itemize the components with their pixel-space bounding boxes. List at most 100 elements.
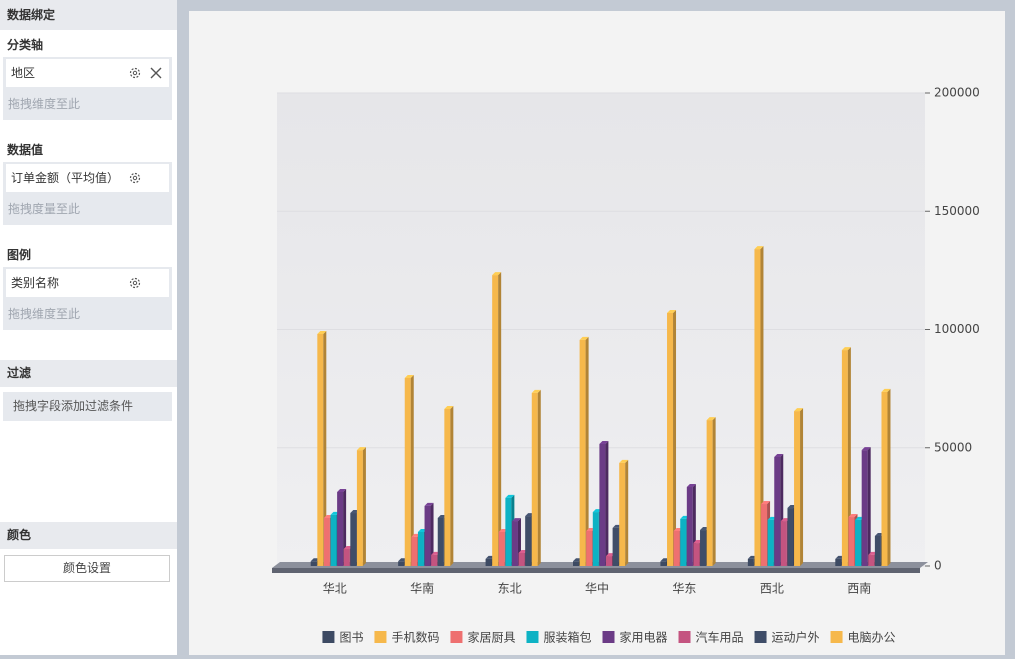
legend-label: 家用电器 xyxy=(620,630,668,645)
y-tick-label: 150000 xyxy=(934,204,980,218)
chart: 0 50000 100000 150000 200000 华北 华南 东北 华中 华东 西北 西南图书… xyxy=(272,86,980,645)
bar-top xyxy=(317,330,327,334)
bar-top xyxy=(492,272,502,276)
bar xyxy=(317,330,327,566)
bar-top xyxy=(531,389,541,393)
bar-front xyxy=(667,312,674,566)
bar-top xyxy=(861,447,871,451)
section-label: 图例 xyxy=(7,248,32,262)
bar-top xyxy=(667,309,677,313)
field-pill[interactable]: 地区 xyxy=(6,59,169,87)
bar-side xyxy=(410,374,414,566)
field-pill[interactable]: 类别名称 xyxy=(6,269,169,297)
bar-top xyxy=(794,408,804,412)
bar-top xyxy=(774,453,784,457)
x-tick-label: 华中 xyxy=(585,581,609,596)
x-tick-label: 华东 xyxy=(672,582,696,596)
bar-front xyxy=(417,531,424,566)
bar-front xyxy=(573,561,579,566)
drop-zone[interactable]: 订单金额（平均值） 拖拽度量至此 xyxy=(3,162,172,225)
bar xyxy=(599,440,609,566)
legend-label: 电脑办公 xyxy=(848,630,896,645)
bar-front xyxy=(579,339,586,566)
legend-swatch xyxy=(830,631,843,643)
bar-front xyxy=(619,462,626,566)
bar-front xyxy=(787,508,794,566)
bar-top xyxy=(881,388,891,392)
bar-front xyxy=(660,561,667,566)
legend-label: 运动户外 xyxy=(772,630,820,645)
bar-front xyxy=(323,517,330,566)
bar-top xyxy=(356,447,366,451)
drop-zone[interactable]: 地区 拖拽维度至此 xyxy=(3,57,172,120)
bar-top xyxy=(841,347,851,351)
bar-top xyxy=(444,405,454,409)
legend-swatch xyxy=(678,631,691,643)
bar-front xyxy=(706,420,713,566)
gear-icon[interactable] xyxy=(128,171,142,185)
bar-top xyxy=(511,518,521,522)
bar-front xyxy=(868,554,875,566)
bar-top xyxy=(848,514,858,518)
bar-side xyxy=(537,389,541,566)
filter-header: 过滤 xyxy=(0,360,177,387)
bar xyxy=(337,488,347,566)
bar-side xyxy=(605,440,609,566)
floor-front xyxy=(272,568,920,573)
bar-top xyxy=(579,336,589,340)
bar-front xyxy=(498,531,505,566)
placeholder: 拖拽度量至此 xyxy=(8,202,81,216)
bar-front xyxy=(599,443,606,566)
bar-front xyxy=(835,558,842,566)
bar-side xyxy=(450,405,454,566)
x-tick-label: 西北 xyxy=(760,582,784,596)
x-tick-label: 华南 xyxy=(410,581,434,596)
bar-front xyxy=(492,275,499,566)
bar-side xyxy=(673,309,677,566)
drop-zone[interactable]: 类别名称 拖拽维度至此 xyxy=(3,267,172,330)
color-button[interactable]: 颜色设置 xyxy=(4,555,170,582)
bar-front xyxy=(693,543,700,566)
bar-front xyxy=(424,505,431,566)
field-pill[interactable]: 订单金额（平均值） xyxy=(6,164,169,192)
gear-icon[interactable] xyxy=(128,276,142,290)
legend-label: 家居厨具 xyxy=(467,630,515,645)
filter-drop[interactable]: 拖拽字段添加过滤条件 xyxy=(3,392,172,421)
close-icon[interactable] xyxy=(149,66,163,80)
bar-top xyxy=(686,484,696,488)
bar-front xyxy=(398,561,405,566)
bar-front xyxy=(592,512,599,566)
bar-front xyxy=(754,249,761,566)
bar-front xyxy=(612,527,619,566)
bar xyxy=(861,447,871,566)
field-name: 地区 xyxy=(11,66,36,80)
bar-front xyxy=(411,536,418,566)
bar-front xyxy=(680,518,687,566)
bar-front xyxy=(444,408,451,566)
bar xyxy=(881,388,891,566)
bar-top xyxy=(599,440,609,444)
bar-side xyxy=(847,347,851,566)
bar-front xyxy=(848,517,855,566)
bar-front xyxy=(404,377,411,566)
bar-front xyxy=(586,530,593,566)
gear-icon[interactable] xyxy=(128,66,142,80)
bar-front xyxy=(330,514,337,566)
bar-front xyxy=(343,548,350,566)
bar xyxy=(794,408,804,566)
legend-label: 手机数码 xyxy=(391,630,439,645)
bar-front xyxy=(310,561,317,566)
bar xyxy=(356,447,366,566)
bar-side xyxy=(585,336,589,566)
bar-front xyxy=(485,558,492,566)
bar-front xyxy=(767,519,774,566)
bar-front xyxy=(780,521,787,566)
y-tick-label: 100000 xyxy=(934,322,980,336)
bar-front xyxy=(774,456,781,566)
bar-front xyxy=(337,491,344,566)
legend-label: 汽车用品 xyxy=(696,630,744,645)
bar xyxy=(579,336,589,566)
bar-front xyxy=(673,530,680,566)
y-tick-label: 50000 xyxy=(934,440,972,454)
